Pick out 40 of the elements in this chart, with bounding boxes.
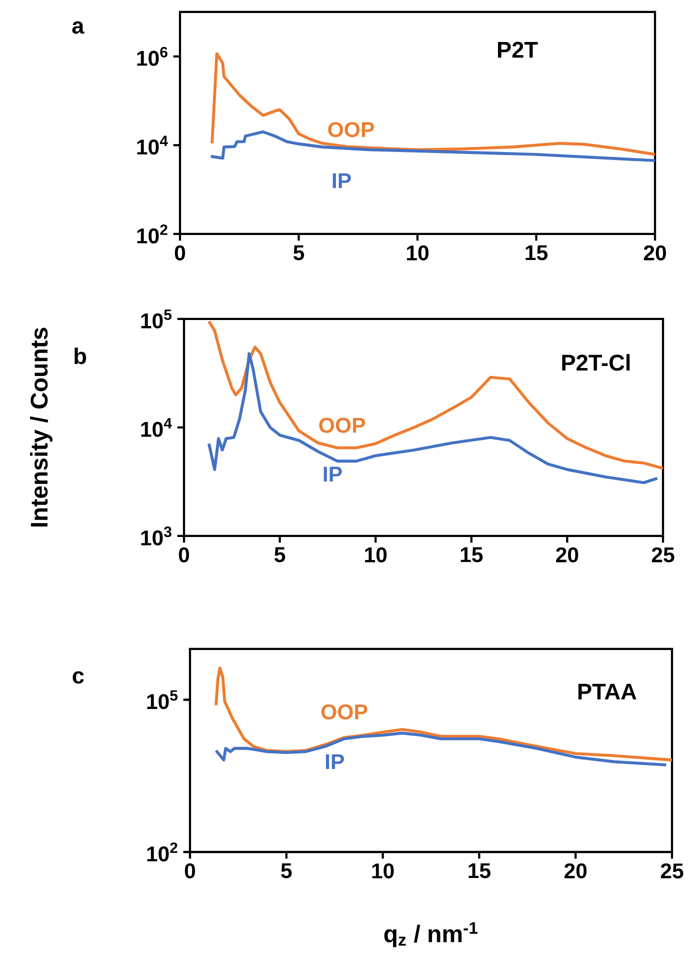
- text: b: [74, 348, 86, 364]
- x-tick-label: 15: [460, 547, 483, 562]
- x-tick-label: 25: [652, 547, 674, 562]
- x-tick-label: 15: [526, 245, 548, 260]
- line-series: [207, 352, 659, 484]
- x-axis-title: q$_{z}$ / nm$^{-1}$: [384, 922, 478, 948]
- y-tick-label: 10$^{4}$: [137, 136, 168, 155]
- text: P2T: [498, 42, 538, 58]
- x-tick-label: 10: [372, 863, 394, 878]
- y-tick-label: 10$^{3}$: [141, 526, 172, 546]
- x-tick-label: 5: [281, 863, 292, 878]
- y-tick-label: 10$^{4}$: [141, 418, 172, 437]
- series-label: IP: [324, 466, 342, 482]
- y-tick-label: 10$^{5}$: [141, 310, 172, 328]
- y-tick-label: 10$^{5}$: [147, 690, 178, 710]
- x-tick-label: 20: [564, 863, 587, 878]
- text: PTAA: [578, 684, 636, 700]
- series-label: OOP: [328, 122, 374, 138]
- y-axis-title: Intensity / Counts: [30, 328, 52, 527]
- x-tick-label: 0: [184, 863, 196, 878]
- x-tick-label: 15: [468, 863, 490, 878]
- x-tick-label: 10: [406, 245, 428, 260]
- series-label: IP: [332, 173, 351, 188]
- x-tick-label: 10: [365, 547, 387, 562]
- text: a: [72, 21, 84, 34]
- series-label: IP: [326, 754, 344, 769]
- x-tick-label: 5: [293, 245, 304, 260]
- x-tick-label: 20: [644, 245, 666, 260]
- series-label: OOP: [321, 704, 368, 720]
- x-tick-label: 0: [178, 547, 190, 562]
- x-tick-label: 20: [556, 547, 578, 562]
- y-tick-label: 10$^{6}$: [137, 46, 168, 66]
- text: P2T-Cl: [562, 354, 630, 371]
- text: c: [72, 671, 84, 684]
- x-tick-label: 5: [274, 547, 286, 562]
- y-tick-label: 10$^{2}$: [137, 224, 168, 244]
- y-tick-label: 10$^{2}$: [147, 842, 178, 862]
- x-tick-label: 0: [174, 245, 186, 260]
- x-tick-label: 25: [660, 863, 684, 878]
- series-label: OOP: [319, 418, 366, 433]
